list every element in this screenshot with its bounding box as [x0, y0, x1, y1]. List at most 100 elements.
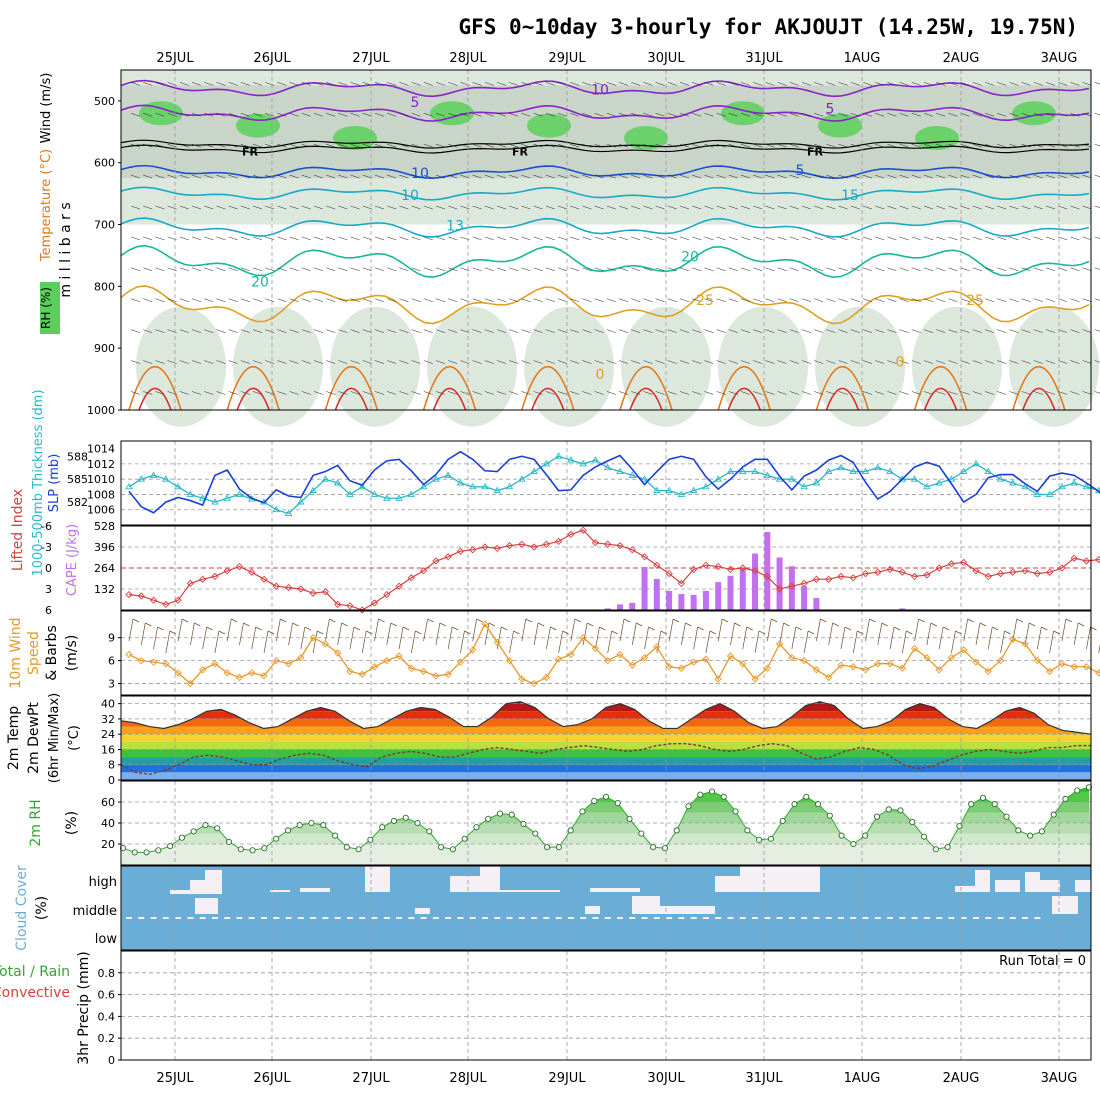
- wind-barb: [191, 391, 202, 395]
- wind-barb: [545, 143, 555, 148]
- wind-barb-flag: [992, 626, 999, 631]
- wind-barb-10m: [496, 626, 502, 650]
- wind-speed-point: [849, 663, 857, 671]
- wind-barb: [301, 205, 311, 210]
- wind-barb: [606, 236, 616, 241]
- cloud-low: [469, 917, 476, 919]
- wind-barb: [521, 82, 531, 86]
- wind-barb-flag: [145, 622, 152, 627]
- wind-barb: [1058, 236, 1068, 241]
- wind-barb: [130, 236, 141, 241]
- wind-barb-flag: [734, 622, 741, 627]
- wind-barb-flag: [476, 618, 483, 623]
- wind-barb: [521, 113, 531, 117]
- wind-barb: [252, 267, 263, 272]
- wind-barb: [911, 267, 921, 272]
- wind-barb: [301, 236, 311, 241]
- wind-barb: [130, 205, 141, 210]
- lifted-index-point: [702, 561, 710, 569]
- lifted-index-point: [469, 546, 477, 554]
- wind-barb: [570, 113, 580, 117]
- wind-barb: [948, 267, 958, 272]
- wind-barb: [143, 391, 153, 395]
- rh-point: [355, 846, 362, 853]
- wind-barb-flag: [820, 618, 827, 623]
- wind-barb: [679, 329, 690, 333]
- wind-barb: [509, 329, 519, 333]
- wind-barb: [228, 391, 238, 395]
- wind-barb: [472, 143, 482, 148]
- wind-barb: [338, 298, 348, 302]
- wind-barb: [1058, 391, 1068, 395]
- wind-barb: [179, 174, 189, 179]
- wind-barb: [606, 329, 616, 333]
- wind-barb: [411, 236, 421, 241]
- wind-barb: [850, 298, 860, 302]
- wind-barb: [496, 143, 507, 148]
- wind-barb: [240, 82, 250, 86]
- cloud-low: [862, 917, 869, 919]
- wind-barb: [472, 82, 482, 86]
- thickness-point: [603, 463, 612, 471]
- wind-barb: [875, 391, 885, 395]
- axis-label: 10m Wind: [8, 617, 24, 688]
- rh-point: [308, 819, 315, 827]
- rh-point: [1074, 787, 1081, 794]
- rh-point: [803, 793, 810, 800]
- wind-barb: [289, 113, 299, 117]
- date-label-bottom: 3AUG: [1041, 1071, 1078, 1086]
- wind-barb: [557, 174, 568, 179]
- rh-point: [225, 838, 233, 845]
- wind-barb: [350, 205, 360, 210]
- wind-barb-10m: [140, 622, 146, 646]
- wind-barb-10m: [509, 630, 514, 654]
- wind-barb: [143, 267, 153, 272]
- rh-point: [909, 818, 916, 826]
- rh-point: [1062, 795, 1069, 802]
- wind-barb: [362, 82, 372, 86]
- temp-contour-35: [923, 387, 958, 411]
- wind-speed-point: [665, 663, 673, 671]
- thickness-point: [137, 475, 146, 482]
- wind-barb: [838, 236, 848, 241]
- wind-barb: [655, 298, 665, 302]
- li-tick: 6: [45, 604, 52, 617]
- wind-barb: [204, 236, 214, 241]
- wind-barb: [484, 329, 494, 333]
- wind-barb: [984, 267, 995, 272]
- wind-barb: [387, 113, 397, 117]
- wind-barb: [582, 360, 592, 364]
- wind-barb-10m: [447, 626, 453, 650]
- temp-line: [120, 701, 1092, 735]
- axis-label: (m/s): [64, 635, 80, 672]
- wind-barb: [643, 391, 653, 395]
- wind-barb: [179, 329, 189, 333]
- wind-barb: [753, 205, 763, 210]
- wind-barb-flag: [942, 626, 950, 631]
- wind-barb: [753, 391, 763, 395]
- wind-barb: [826, 205, 836, 210]
- wind-barb: [1009, 360, 1019, 364]
- axis-label: m i l l i b a r s: [58, 202, 74, 297]
- wind-barb: [643, 236, 653, 241]
- temp-contour-30: [815, 365, 870, 411]
- wind-barb: [533, 205, 543, 210]
- wind-barb: [557, 205, 568, 210]
- rh-point: [873, 813, 881, 820]
- wind-barb: [387, 143, 397, 148]
- thickness-tick: 582: [67, 496, 88, 509]
- temp-contour-35: [236, 387, 270, 411]
- thickness-point: [395, 494, 403, 501]
- wind-barb: [1082, 205, 1092, 210]
- wind-barb: [740, 236, 751, 241]
- wind-barb: [911, 360, 921, 364]
- cloud-low: [334, 917, 341, 919]
- wind-barb: [716, 82, 726, 86]
- rh-point: [202, 822, 209, 829]
- wind-barb: [704, 298, 714, 302]
- wind-barb: [765, 143, 775, 148]
- wind-barb: [423, 82, 433, 86]
- wind-speed-point: [972, 658, 980, 666]
- wind-barb-flag: [685, 622, 692, 627]
- lifted-index-point: [493, 544, 501, 553]
